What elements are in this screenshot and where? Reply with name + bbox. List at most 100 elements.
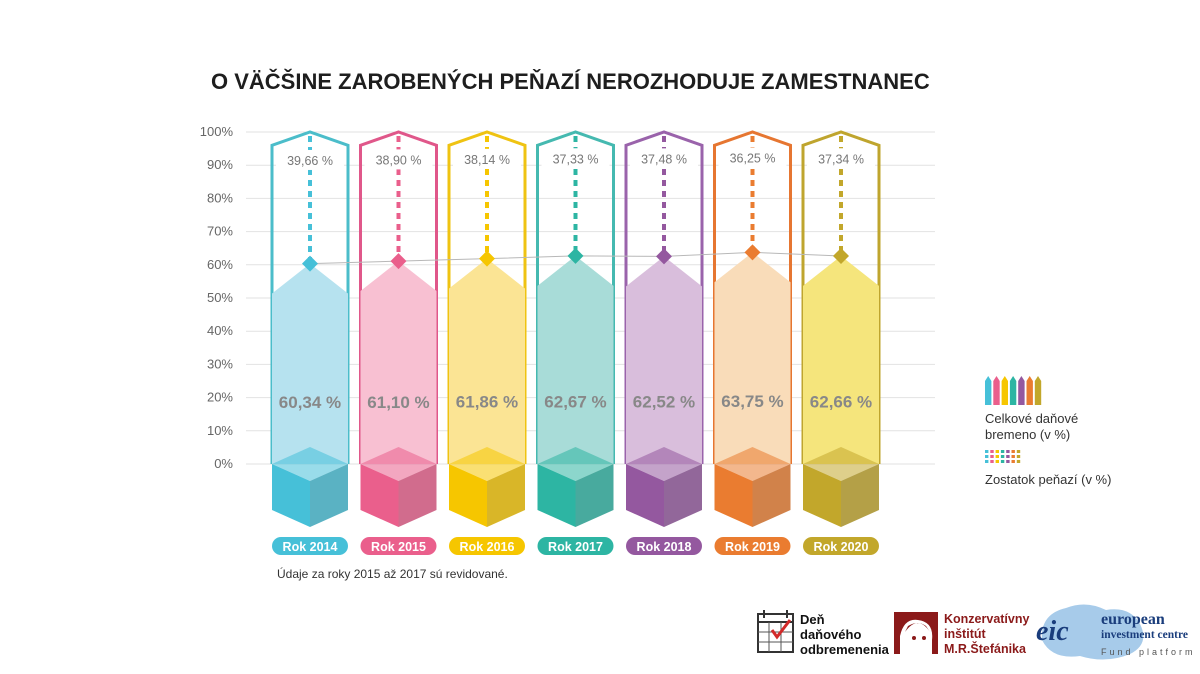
- y-tick-label: 40%: [207, 323, 233, 338]
- legend-rest-swatch: [1000, 455, 1005, 458]
- year-label: Rok 2014: [283, 540, 338, 554]
- column-outline: [359, 130, 438, 464]
- legend-rest-swatch: [995, 455, 999, 458]
- year-badge: [449, 537, 525, 555]
- logo-ki-line-3: M.R.Štefánika: [944, 641, 1027, 656]
- rest-label-background: [541, 148, 610, 169]
- rest-value-label: 38,14 %: [464, 153, 510, 167]
- legend-burden-label-line-2: bremeno (v %): [985, 427, 1070, 442]
- cube-left: [714, 464, 753, 527]
- burden-marker: [656, 248, 672, 265]
- legend-rest-swatch: [1000, 450, 1005, 453]
- legend-burden-label: Celkové daňové: [985, 411, 1078, 426]
- rest-value-label: 37,34 %: [818, 152, 864, 166]
- rest-value-label: 36,25 %: [730, 151, 776, 165]
- cube-right: [841, 464, 879, 527]
- logo-dod-line-3: odbremenenia: [800, 642, 890, 657]
- burden-marker: [567, 247, 584, 264]
- y-tick-label: 100%: [200, 124, 234, 139]
- bar-group: 39,66 % 60,34 %: [270, 130, 350, 527]
- logo-eic-tagline: Fund platform: [1101, 647, 1196, 657]
- column-outline: [447, 130, 527, 464]
- cube-right: [487, 464, 525, 527]
- year-badge: [626, 537, 702, 555]
- column-outline: [624, 130, 704, 464]
- legend-burden-swatch: [1001, 376, 1008, 405]
- y-tick-label: 20%: [207, 390, 233, 405]
- legend-rest-swatch: [985, 455, 989, 458]
- logo-eic: eic european investment centre Fund plat…: [1036, 604, 1196, 660]
- legend-rest-swatch: [1011, 450, 1015, 453]
- bar-group: 38,90 % 61,10 %: [359, 130, 438, 527]
- markers: [302, 244, 849, 272]
- burden-value-label: 60,34 %: [279, 393, 341, 412]
- legend-rest-swatch: [1006, 455, 1010, 458]
- cube-left: [360, 464, 399, 527]
- legend-rest-swatch: [1011, 460, 1015, 463]
- year-badge: [803, 537, 879, 555]
- y-tick-label: 0%: [214, 456, 233, 471]
- rest-label-background: [807, 148, 875, 169]
- year-label: Rok 2019: [725, 540, 780, 554]
- year-badge: [537, 537, 614, 555]
- column-outline: [270, 130, 350, 464]
- cube-left: [272, 464, 310, 527]
- legend-rest-swatch: [1016, 450, 1021, 453]
- legend-rest-swatch: [1000, 460, 1005, 463]
- legend-burden-swatch: [1009, 376, 1017, 405]
- cube-right-shade: [487, 464, 525, 527]
- year-badge: [272, 537, 348, 555]
- burden-bar: [626, 256, 702, 464]
- legend-rest-swatch: [1016, 455, 1021, 458]
- year-badges: Rok 2014 Rok 2015 Rok 2016 Rok 2017 Rok 2018…: [272, 537, 879, 555]
- rest-label-background: [453, 148, 521, 169]
- cube-left: [803, 464, 841, 527]
- bar-group: 37,33 % 62,67 %: [536, 130, 615, 527]
- legend-rest-swatch: [995, 450, 999, 453]
- cube-right-shade: [664, 464, 702, 527]
- logo-ki-line-2: inštitút: [944, 627, 986, 641]
- logo-den-danoveho-odbremenenia: Deň daňového odbremenenia: [757, 610, 890, 657]
- burden-marker: [390, 253, 407, 270]
- chart-title: O VÄČŠINE ZAROBENÝCH PEŇAZÍ NEROZHODUJE …: [211, 69, 930, 94]
- cube-left: [537, 464, 576, 527]
- rest-label-background: [630, 148, 698, 169]
- burden-bar: [714, 252, 791, 464]
- y-tick-label: 30%: [207, 356, 233, 371]
- legend-burden-swatch: [985, 376, 992, 405]
- y-tick-label: 80%: [207, 190, 233, 205]
- logo-eic-line-2: investment centre: [1101, 629, 1188, 641]
- cube-right: [575, 464, 614, 527]
- footnote: Údaje za roky 2015 až 2017 sú revidované…: [277, 566, 508, 581]
- legend-rest-swatch: [1016, 460, 1021, 463]
- y-axis: 100% 90% 80% 70% 60% 50% 40% 30% 20% 10% 0%: [200, 124, 234, 471]
- cube-left: [449, 464, 487, 527]
- logo-eic-mark: eic: [1036, 616, 1069, 647]
- logo-konzervativny-institut: Konzervatívny inštitút M.R.Štefánika: [894, 612, 1029, 656]
- y-tick-label: 10%: [207, 423, 233, 438]
- burden-marker: [744, 244, 761, 261]
- column-outline: [801, 130, 881, 464]
- legend-rest-label: Zostatok peňazí (v %): [985, 472, 1111, 487]
- legend-rest-swatch: [995, 460, 999, 463]
- logo-ki-line-1: Konzervatívny: [944, 612, 1029, 626]
- cube-right: [398, 464, 437, 527]
- bars: 39,66 % 60,34 % 38,90 % 61,10 % 38,14 % 61,86…: [270, 130, 881, 527]
- bar-group: 37,34 % 62,66 %: [801, 130, 881, 527]
- calendar-icon: [757, 610, 794, 653]
- burden-marker: [479, 250, 495, 267]
- bar-group: 36,25 % 63,75 %: [713, 130, 792, 527]
- logo-eic-line-1: european: [1101, 611, 1165, 628]
- logo-dod-line-2: daňového: [800, 627, 861, 642]
- europe-map-icon: [1041, 604, 1144, 660]
- rest-value-label: 37,33 %: [553, 152, 599, 166]
- cube-right-shade: [575, 464, 614, 527]
- rest-label-background: [364, 149, 433, 170]
- legend-rest-swatch: [1011, 455, 1015, 458]
- year-label: Rok 2020: [814, 540, 869, 554]
- legend-burden-swatch: [1026, 376, 1033, 405]
- rest-value-label: 37,48 %: [641, 152, 687, 166]
- column-outline: [536, 130, 615, 464]
- rest-label-background: [276, 149, 344, 170]
